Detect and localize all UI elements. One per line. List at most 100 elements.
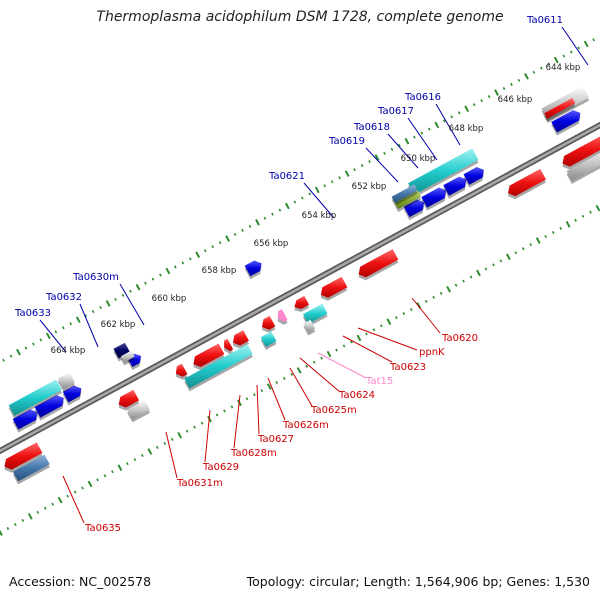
label-leader xyxy=(365,147,399,183)
gene-red[interactable] xyxy=(508,168,547,200)
label-ta0625m[interactable]: Ta0625m xyxy=(310,405,357,416)
gene-grey[interactable] xyxy=(120,350,135,366)
gene-blue[interactable] xyxy=(421,187,447,211)
gene-grey[interactable] xyxy=(303,319,316,336)
lower-scale-tick xyxy=(514,251,518,255)
gene-blue[interactable] xyxy=(403,199,425,221)
upper-scale-tick xyxy=(442,119,446,123)
label-ta0628m[interactable]: Ta0628m xyxy=(230,448,277,459)
upper-scale-tick xyxy=(583,40,589,48)
label-ta0618[interactable]: Ta0618 xyxy=(353,122,390,133)
label-ta0632[interactable]: Ta0632 xyxy=(45,292,82,303)
label-ta0617[interactable]: Ta0617 xyxy=(377,106,414,117)
lower-scale-tick xyxy=(147,448,153,455)
label-tat15[interactable]: Tat15 xyxy=(365,376,393,387)
label-leader xyxy=(317,352,367,379)
lower-scale-tick xyxy=(27,513,33,520)
upper-scale-tick xyxy=(99,305,102,310)
label-ta0611[interactable]: Ta0611 xyxy=(526,15,563,26)
gene-grey[interactable] xyxy=(566,145,600,184)
upper-scale-tick xyxy=(75,316,81,323)
lower-scale-tick xyxy=(230,405,234,409)
genome-stats: Topology: circular; Length: 1,564,906 bp… xyxy=(246,574,590,589)
label-leader xyxy=(299,357,341,393)
lower-scale-tick xyxy=(409,307,413,312)
gene-olive[interactable] xyxy=(394,190,422,213)
gene-red[interactable] xyxy=(358,249,399,281)
gene-steel[interactable] xyxy=(12,454,50,485)
label-leader xyxy=(411,297,441,334)
lower-scale-tick xyxy=(73,490,77,494)
upper-scale-tick xyxy=(577,46,581,50)
label-ta0620[interactable]: Ta0620 xyxy=(441,333,478,344)
lower-scale-tick xyxy=(51,502,55,506)
label-leader xyxy=(561,26,589,66)
upper-scale-tick xyxy=(532,70,536,74)
label-ppnk[interactable]: ppnK xyxy=(419,347,445,358)
gene-red[interactable] xyxy=(224,338,234,355)
gene-cyan[interactable] xyxy=(8,379,62,419)
lower-scale-tick xyxy=(565,221,571,228)
gene-blue[interactable] xyxy=(463,167,484,188)
label-ta0616[interactable]: Ta0616 xyxy=(404,92,441,103)
label-leader xyxy=(256,384,260,435)
lower-scale-tick xyxy=(505,253,511,261)
lower-scale-tick xyxy=(57,496,63,504)
upper-scale-tick xyxy=(553,56,559,64)
gene-red[interactable] xyxy=(562,132,600,170)
label-ta0633[interactable]: Ta0633 xyxy=(14,308,51,319)
gene-blue[interactable] xyxy=(34,395,64,421)
upper-scale-tick xyxy=(540,66,543,70)
gene-red[interactable] xyxy=(544,98,576,122)
lower-scale-tick xyxy=(469,275,473,279)
gene-cyan[interactable] xyxy=(260,331,277,350)
lower-scale-tick xyxy=(595,204,600,212)
gene-red[interactable] xyxy=(4,442,43,473)
gene-cyan[interactable] xyxy=(184,344,253,392)
label-ta0619[interactable]: Ta0619 xyxy=(328,136,365,147)
upper-scale-tick xyxy=(45,332,51,340)
label-ta0626m[interactable]: Ta0626m xyxy=(282,420,329,431)
upper-scale-tick xyxy=(383,151,386,155)
lower-scale-tick xyxy=(535,237,541,244)
label-ta0631m[interactable]: Ta0631m xyxy=(176,478,223,489)
lower-scale-tick xyxy=(177,431,183,439)
upper-scale-tick xyxy=(54,330,58,334)
gene-cyan[interactable] xyxy=(408,148,479,198)
lower-scale-tick xyxy=(380,324,383,328)
gene-blue[interactable] xyxy=(12,409,38,433)
gene-red[interactable] xyxy=(261,315,276,333)
gene-grey[interactable] xyxy=(127,400,150,423)
upper-scale-tick xyxy=(314,186,320,194)
gene-blue[interactable] xyxy=(551,110,581,136)
gene-red[interactable] xyxy=(193,343,225,370)
gene-grey[interactable] xyxy=(57,372,75,393)
upper-scale-tick xyxy=(368,159,371,164)
gene-steel[interactable] xyxy=(391,184,418,206)
gene-red[interactable] xyxy=(294,295,310,312)
gene-red[interactable] xyxy=(232,330,249,349)
upper-scale-tick xyxy=(510,82,513,86)
gene-pink[interactable] xyxy=(277,309,288,325)
lower-scale-tick xyxy=(200,421,204,425)
lower-scale-tick xyxy=(439,291,443,295)
gene-blue[interactable] xyxy=(443,176,467,199)
label-ta0635[interactable]: Ta0635 xyxy=(84,523,121,534)
lower-scale-tick xyxy=(320,356,323,360)
label-ta0624[interactable]: Ta0624 xyxy=(338,390,375,401)
label-leader xyxy=(387,133,419,169)
gene-blue[interactable] xyxy=(62,385,82,406)
label-leader xyxy=(289,367,313,407)
gene-red[interactable] xyxy=(175,363,188,380)
upper-scale-tick xyxy=(308,192,312,196)
label-ta0630m[interactable]: Ta0630m xyxy=(72,272,119,283)
gene-blue[interactable] xyxy=(244,260,262,280)
label-ta0629[interactable]: Ta0629 xyxy=(202,462,239,473)
label-ta0623[interactable]: Ta0623 xyxy=(389,362,426,373)
label-ta0621[interactable]: Ta0621 xyxy=(268,171,305,182)
lower-scale-tick xyxy=(103,474,107,478)
upper-scale-tick xyxy=(105,300,111,307)
gene-red[interactable] xyxy=(320,276,348,301)
label-ta0627[interactable]: Ta0627 xyxy=(257,434,294,445)
